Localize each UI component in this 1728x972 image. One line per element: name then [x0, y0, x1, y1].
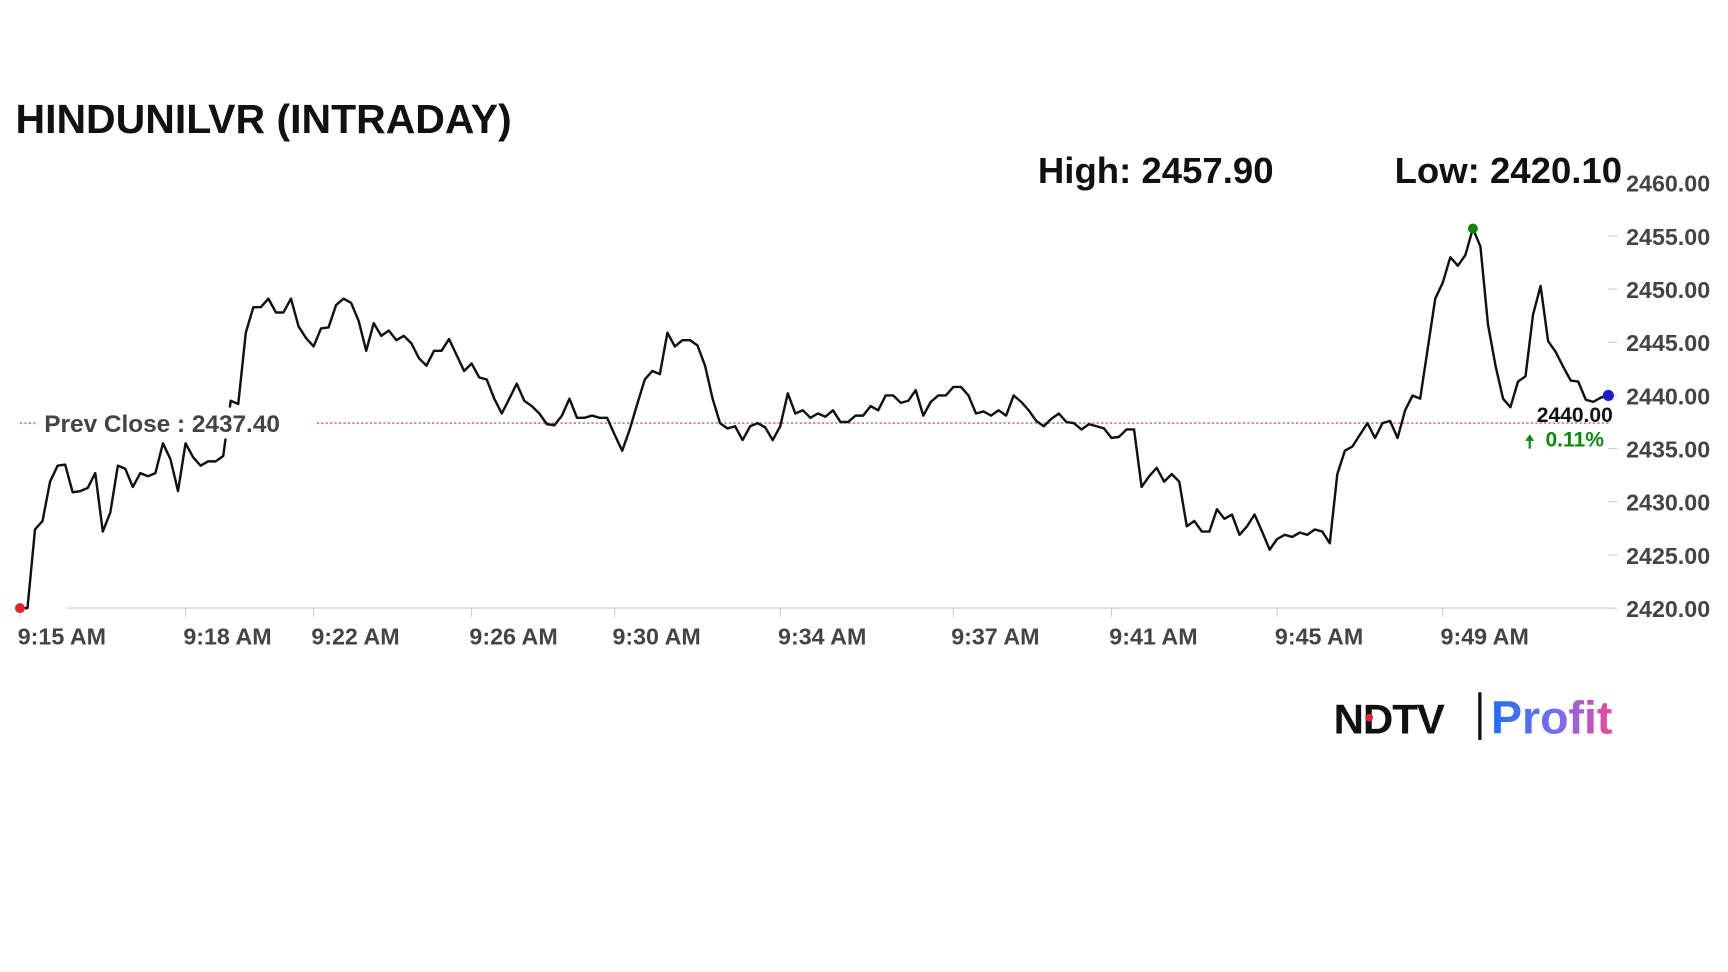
high-marker [1467, 223, 1478, 234]
up-arrow [1525, 434, 1535, 449]
prev-close-label-bg [37, 407, 315, 439]
logo: NDTV Profit [1334, 691, 1613, 743]
logo-product: Profit [1491, 691, 1612, 743]
x-tick-label: 9:41 AM [1109, 624, 1197, 650]
last-marker [1602, 389, 1614, 401]
x-tick-label: 9:37 AM [951, 624, 1039, 650]
y-tick-label: 2430.00 [1626, 490, 1710, 516]
logo-brand: NDTV [1334, 695, 1445, 742]
x-tick-label: 9:18 AM [183, 624, 271, 650]
low-label: Low: 2420.10 [1395, 150, 1623, 191]
high-label: High: 2457.90 [1038, 150, 1274, 191]
y-tick-label: 2450.00 [1626, 277, 1710, 303]
x-tick-label: 9:45 AM [1275, 624, 1363, 650]
x-tick-label: 9:22 AM [311, 624, 399, 650]
y-tick-label: 2425.00 [1626, 543, 1710, 569]
x-tick-label: 9:30 AM [612, 624, 700, 650]
y-tick-label: 2445.00 [1626, 330, 1710, 356]
y-tick-label: 2440.00 [1626, 383, 1710, 409]
y-tick-label: 2455.00 [1626, 224, 1710, 250]
x-tick-label: 9:34 AM [778, 624, 866, 650]
change-label: 0.11% [1545, 428, 1604, 451]
y-tick-label: 2460.00 [1626, 171, 1710, 197]
chart-title: HINDUNILVR (INTRADAY) [16, 96, 512, 142]
price-line [19, 227, 1609, 610]
low-marker [14, 603, 25, 614]
last-price-label: 2440.00 [1537, 404, 1613, 427]
logo-dot [1365, 713, 1373, 722]
x-tick-label: 9:49 AM [1441, 624, 1529, 650]
x-tick-label: 9:26 AM [469, 624, 557, 650]
x-tick-label: 9:15 AM [18, 624, 106, 650]
prev-close-label: Prev Close : 2437.40 [44, 411, 280, 438]
prev-close-annotation: Prev Close : 2437.40 [37, 407, 315, 439]
y-tick-label: 2420.00 [1626, 596, 1710, 622]
y-tick-label: 2435.00 [1626, 436, 1710, 462]
